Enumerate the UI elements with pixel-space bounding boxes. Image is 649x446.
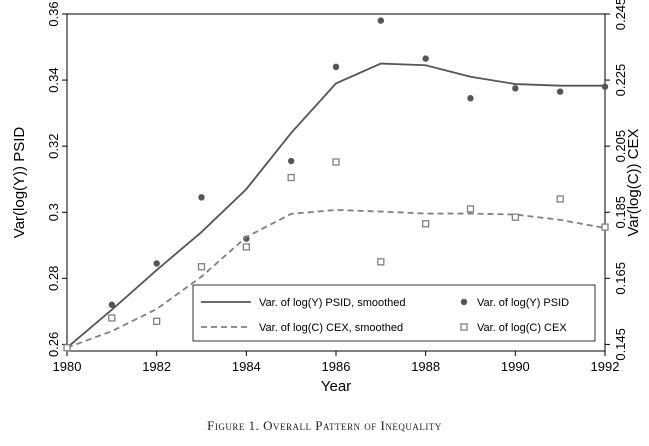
y-left-tick-label: 0.34	[46, 67, 61, 92]
psid-data-point	[601, 83, 609, 90]
y-right-tick-label: 0.165	[613, 262, 628, 295]
psid-data-point	[332, 63, 340, 71]
psid-smoothed-line	[66, 62, 605, 349]
legend-label: Var. of log(C) CEX	[477, 322, 567, 334]
x-tick-label: 1986	[322, 359, 351, 374]
legend-label: Var. of log(Y) PSID, smoothed	[259, 297, 406, 309]
psid-data-point	[377, 17, 385, 24]
psid-data-point	[287, 157, 295, 165]
y-right-tick-label: 0.145	[613, 328, 628, 361]
x-tick-label: 1982	[142, 359, 171, 374]
cex-data-point	[197, 263, 206, 271]
psid-data-point	[198, 194, 205, 201]
psid-data-point	[153, 260, 160, 267]
y-left-axis-title: Var(log(Y)) PSID	[11, 127, 28, 239]
psid-data-point	[108, 301, 116, 308]
chart-canvas: 1980 1982 1984 1986 1988 1990 1992 0.26 0.28 0.3 0…	[11, 0, 642, 395]
x-axis-title: Year	[321, 378, 351, 395]
cex-data-point	[153, 317, 161, 325]
x-tick-label: 1988	[411, 359, 440, 374]
cex-data-point	[422, 220, 430, 228]
cex-data-point	[601, 223, 609, 231]
legend-dot-swatch	[460, 298, 468, 306]
x-tick-label: 1992	[591, 359, 620, 374]
legend-entries: Var. of log(Y) PSID, smoothed Var. of log…	[201, 297, 569, 334]
cex-data-point	[63, 344, 71, 352]
legend: Var. of log(Y) PSID, smoothed Var. of log…	[192, 284, 596, 342]
cex-data-point	[287, 173, 295, 182]
cex-data-point	[466, 205, 475, 213]
x-tick-label: 1984	[232, 359, 261, 374]
cex-data-point	[377, 258, 385, 266]
psid-data-point	[422, 55, 429, 62]
legend-label: Var. of log(Y) PSID	[477, 297, 569, 309]
y-left-tick-label: 0.36	[46, 1, 61, 26]
y-right-tick-label: 0.225	[613, 64, 628, 97]
cex-data-point	[511, 213, 519, 221]
legend-label: Var. of log(C) CEX, smoothed	[259, 322, 403, 334]
series-layer	[63, 17, 609, 352]
figure-caption: Figure 1. Overall Pattern of Inequality	[207, 418, 442, 433]
cex-data-point	[556, 195, 564, 203]
y-left-tick-label: 0.32	[46, 134, 61, 159]
plot-frame	[66, 13, 606, 352]
psid-data-point	[512, 85, 519, 92]
ticks-layer: 1980 1982 1984 1986 1988 1990 1992 0.26 0.28 0.3 0…	[46, 0, 628, 374]
y-left-tick-label: 0.28	[46, 266, 61, 291]
cex-data-point	[332, 158, 340, 166]
y-right-tick-label: 0.185	[613, 196, 628, 229]
psid-data-point	[467, 95, 474, 102]
y-left-tick-label: 0.26	[46, 332, 61, 357]
y-right-tick-label: 0.205	[613, 130, 628, 163]
legend-square-swatch	[460, 323, 468, 331]
y-right-axis-title: Var(log(C)) CEX	[625, 128, 642, 236]
legend-box	[192, 284, 596, 342]
y-right-tick-label: 0.245	[613, 0, 628, 30]
cex-data-point	[108, 314, 116, 322]
x-tick-label: 1980	[53, 359, 82, 374]
psid-data-point	[556, 88, 564, 95]
cex-data-point	[242, 243, 250, 251]
x-tick-label: 1990	[501, 359, 530, 374]
y-left-tick-label: 0.3	[46, 203, 61, 221]
